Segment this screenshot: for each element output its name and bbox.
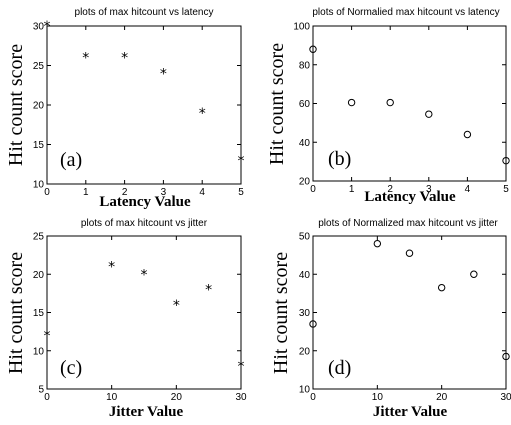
panel-a-xtick-label: 1 [83, 187, 89, 198]
panel-c-data-point: * [173, 298, 180, 314]
panel-d-ytick-label: 30 [299, 308, 311, 319]
panel-d-ylabel: Hit count score [270, 252, 292, 374]
panel-a-xtick-label: 4 [199, 187, 205, 198]
panel-a-ticks: 0 1 2 3 4 5 10 15 20 25 30 [33, 22, 244, 199]
panel-c-xtick-label: 0 [44, 392, 50, 403]
panel-b-data-point [309, 45, 317, 53]
panel-a-ytick-label: 25 [33, 61, 45, 72]
panel-d-title: plots of Normalized max hitcount vs jitt… [318, 218, 498, 229]
panel-b-xtick-label: 4 [465, 184, 471, 195]
panel-d-ytick-label: 50 [299, 232, 311, 243]
panel-c-ytick-label: 25 [33, 232, 45, 243]
panel-c: plots of max hitcount vs jitter 0 10 20 30 5… [5, 218, 247, 420]
panel-d-ytick-label: 10 [299, 385, 311, 396]
panel-c-axes [46, 235, 242, 390]
panel-c-ytick-label: 10 [33, 346, 45, 357]
panel-d-data-point [373, 239, 382, 248]
panel-d-ytick-label: 20 [299, 346, 311, 357]
panel-b-ytick-label: 100 [293, 22, 310, 33]
panel-a-axes [46, 25, 242, 185]
panel-a-data-point: * [238, 153, 245, 169]
panel-b-letter: (b) [328, 148, 351, 170]
panel-c-xtick-label: 30 [235, 392, 247, 403]
panel-d-letter: (d) [328, 357, 351, 379]
panel-a-xtick-label: 3 [161, 187, 167, 198]
panel-c-data-point: * [238, 359, 245, 375]
panel-a-xtick-label: 2 [122, 187, 128, 198]
panel-a: plots of max hitcount vs latency 0 1 2 3 4 5 1… [5, 7, 245, 210]
panel-d-axes [312, 235, 507, 390]
panel-b-data-point [386, 98, 394, 107]
panel-a-title: plots of max hitcount vs latency [75, 7, 214, 18]
panel-b-xtick-label: 3 [426, 184, 432, 195]
panel-b-ticks: 0 1 2 3 4 5 20 40 60 80 100 [293, 22, 509, 196]
panel-b-data-point [463, 130, 472, 139]
panel-b-ytick-label: 40 [299, 138, 311, 149]
panel-a-ytick-label: 30 [33, 22, 45, 33]
panel-b-ytick-label: 60 [299, 99, 311, 110]
panel-c-ticks: 0 10 20 30 5 10 15 20 25 [33, 232, 247, 404]
panel-b-marks [309, 45, 510, 165]
panel-c-xlabel: Jitter Value [109, 404, 184, 420]
panel-a-xlabel: Latency Value [99, 194, 191, 210]
panel-b-title: plots of Normalied max hitcount vs laten… [312, 7, 499, 18]
panel-a-ylabel: Hit count score [5, 44, 27, 166]
panel-a-ytick-label: 15 [33, 140, 45, 151]
panel-a-ytick-label: 10 [33, 180, 45, 191]
panel-d-data-point [470, 270, 478, 278]
panel-a-data-point: * [44, 19, 51, 35]
panel-b-ytick-label: 20 [299, 177, 311, 188]
panel-b-ylabel: Hit count score [266, 43, 288, 165]
panel-a-data-point: * [199, 106, 206, 122]
panel-c-marks: * * * * * * [44, 260, 245, 375]
panel-d-xtick-label: 10 [372, 392, 384, 403]
panel-b-ytick-label: 80 [299, 60, 311, 71]
panel-b-data-point [502, 156, 510, 165]
panel-c-data-point: * [44, 328, 51, 344]
panel-a-data-point: * [160, 66, 167, 82]
panel-a-data-point: * [121, 51, 128, 67]
panel-d-xtick-label: 0 [310, 392, 316, 403]
panel-b-xtick-label: 5 [503, 184, 509, 195]
panel-b-xtick-label: 0 [310, 184, 316, 195]
panel-d-xtick-label: 20 [436, 392, 448, 403]
panel-c-data-point: * [205, 283, 212, 299]
panel-d-data-point [502, 352, 510, 361]
panel-d-xlabel: Jitter Value [373, 404, 448, 420]
panel-a-marks: * * * * * * [44, 19, 245, 169]
panel-c-title: plots of max hitcount vs jitter [81, 218, 208, 229]
panel-c-ytick-label: 20 [33, 270, 45, 281]
panel-c-letter: (c) [60, 357, 82, 379]
panel-a-data-point: * [82, 51, 89, 67]
panel-a-ytick-label: 20 [33, 101, 45, 112]
panel-c-data-point: * [108, 260, 115, 276]
panel-a-letter: (a) [60, 149, 82, 171]
panel-d-data-point [437, 283, 446, 292]
panel-c-ylabel: Hit count score [5, 252, 27, 374]
panel-d-xtick-label: 30 [500, 392, 511, 403]
panel-b-data-point [425, 110, 433, 118]
panel-b-xtick-label: 2 [387, 184, 393, 195]
panel-d-marks [309, 239, 510, 361]
panel-a-xtick-label: 5 [238, 187, 244, 198]
panel-c-ytick-label: 15 [33, 308, 45, 319]
panel-d-data-point [405, 249, 414, 257]
panel-b-data-point [347, 98, 356, 107]
panel-b-axes [312, 25, 507, 182]
panel-b-xtick-label: 1 [349, 184, 355, 195]
panel-c-ytick-label: 5 [38, 385, 44, 396]
panel-c-xtick-label: 20 [171, 392, 183, 403]
panel-d: plots of Normalized max hitcount vs jitt… [270, 218, 511, 420]
panel-a-xtick-label: 0 [44, 187, 50, 198]
panel-c-data-point: * [141, 267, 148, 283]
panel-b-xlabel: Latency Value [364, 189, 456, 205]
panel-c-xtick-label: 10 [106, 392, 118, 403]
panel-d-ytick-label: 40 [299, 270, 311, 281]
panel-d-data-point [309, 320, 317, 328]
panel-b: plots of Normalied max hitcount vs laten… [266, 7, 510, 205]
